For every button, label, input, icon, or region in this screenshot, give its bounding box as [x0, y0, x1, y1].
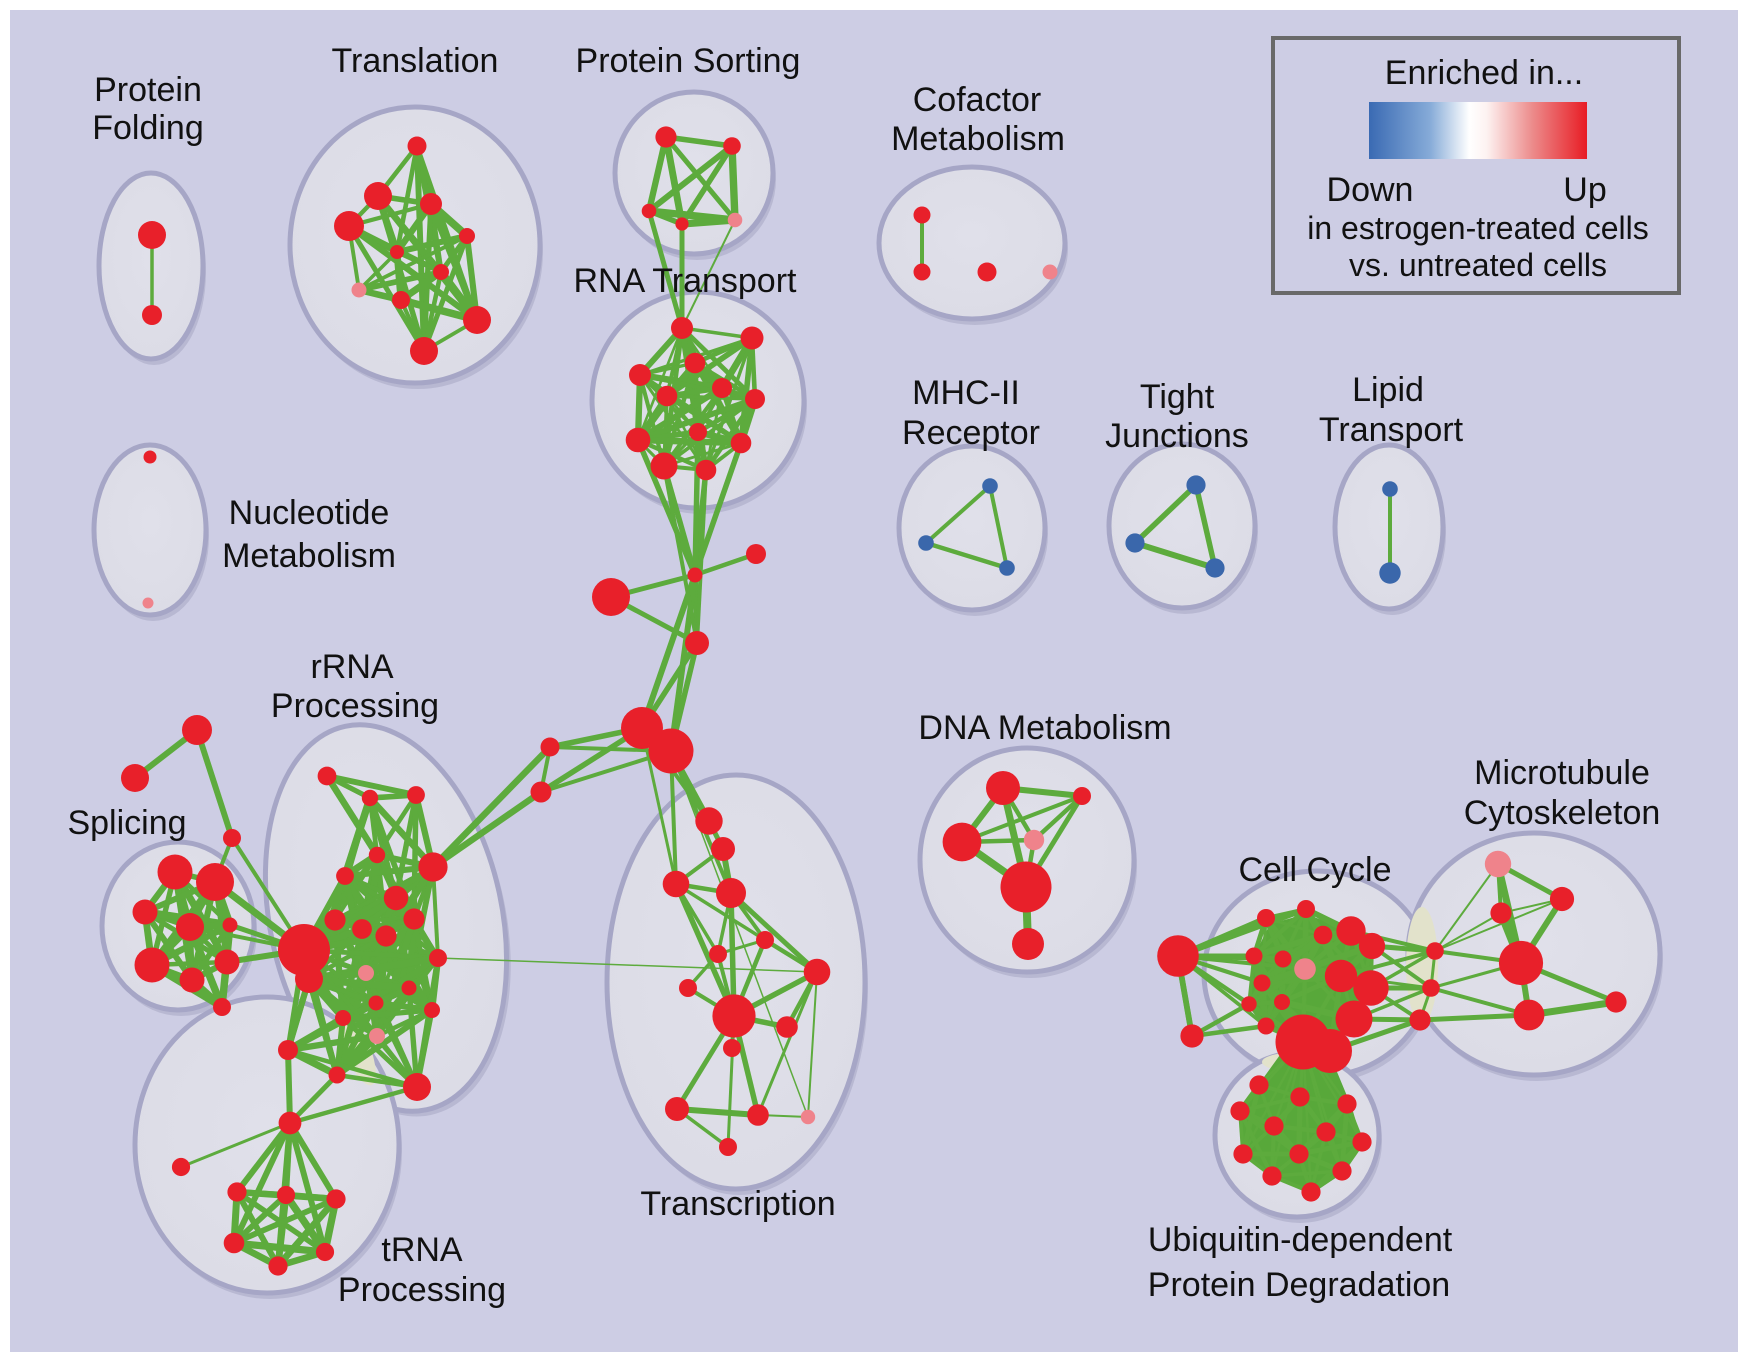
svg-text:RNA Transport: RNA Transport — [574, 262, 798, 300]
svg-text:Splicing: Splicing — [67, 804, 186, 842]
svg-text:Ubiquitin-dependent: Ubiquitin-dependent — [1148, 1221, 1453, 1259]
svg-text:tRNA: tRNA — [381, 1231, 463, 1269]
svg-text:vs. untreated cells: vs. untreated cells — [1349, 247, 1607, 283]
svg-text:Cofactor: Cofactor — [913, 81, 1042, 119]
svg-text:Metabolism: Metabolism — [891, 120, 1065, 158]
svg-text:Cell Cycle: Cell Cycle — [1238, 851, 1391, 889]
svg-text:Cytoskeleton: Cytoskeleton — [1464, 794, 1661, 832]
svg-text:rRNA: rRNA — [310, 648, 393, 686]
svg-text:Protein: Protein — [94, 71, 202, 109]
svg-text:Transport: Transport — [1319, 411, 1464, 449]
svg-text:Processing: Processing — [338, 1271, 506, 1309]
svg-text:Metabolism: Metabolism — [222, 537, 396, 575]
svg-text:Down: Down — [1327, 171, 1414, 209]
svg-text:MHC-II: MHC-II — [912, 374, 1020, 412]
svg-text:Junctions: Junctions — [1105, 417, 1249, 455]
svg-text:Folding: Folding — [92, 109, 204, 147]
svg-text:Protein Sorting: Protein Sorting — [576, 42, 801, 80]
svg-text:Transcription: Transcription — [640, 1185, 835, 1223]
svg-text:Lipid: Lipid — [1352, 371, 1424, 409]
svg-text:Translation: Translation — [332, 42, 499, 80]
svg-text:Up: Up — [1563, 171, 1606, 209]
svg-text:DNA Metabolism: DNA Metabolism — [918, 709, 1171, 747]
svg-text:Enriched in...: Enriched in... — [1385, 54, 1583, 92]
svg-text:Nucleotide: Nucleotide — [229, 494, 390, 532]
svg-text:Receptor: Receptor — [902, 414, 1040, 452]
svg-text:Processing: Processing — [271, 687, 439, 725]
svg-text:Tight: Tight — [1140, 378, 1215, 416]
svg-text:in estrogen-treated cells: in estrogen-treated cells — [1307, 210, 1649, 246]
svg-text:Microtubule: Microtubule — [1474, 754, 1650, 792]
svg-text:Protein Degradation: Protein Degradation — [1148, 1266, 1450, 1304]
